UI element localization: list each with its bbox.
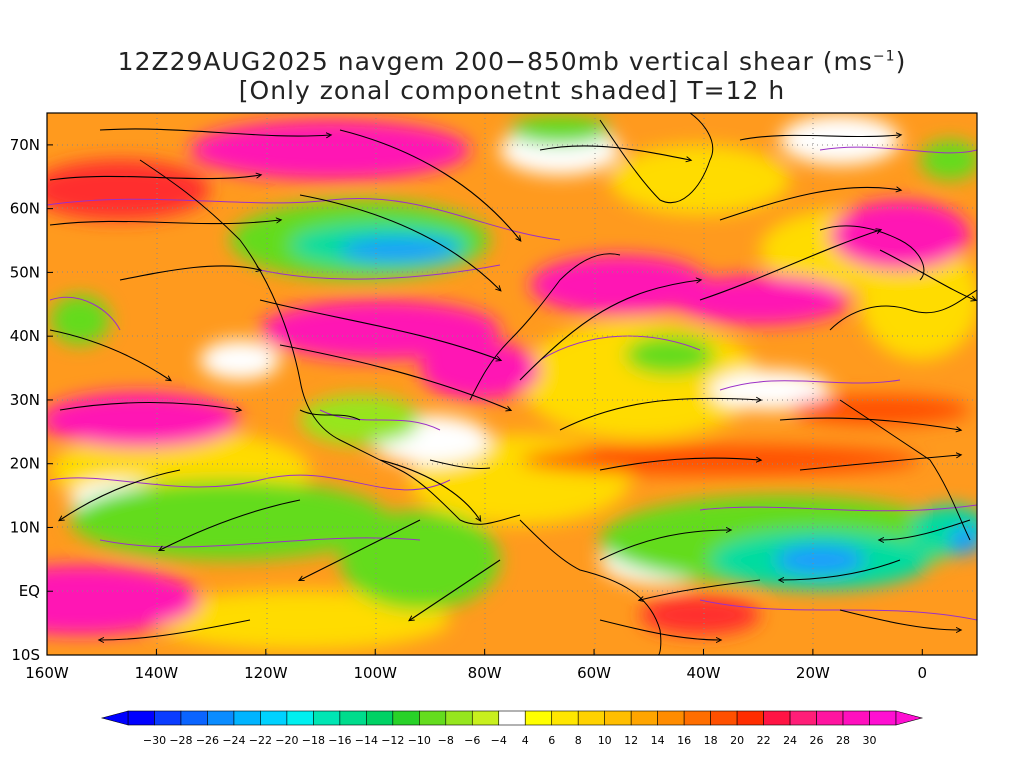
colorbar-label: −6	[464, 734, 480, 747]
lon-label: 160W	[25, 664, 69, 682]
colorbar-label: −22	[249, 734, 272, 747]
colorbar-swatch	[207, 710, 235, 726]
colorbar-label: −10	[408, 734, 431, 747]
colorbar-swatch	[127, 710, 155, 726]
colorbar-label: −28	[169, 734, 192, 747]
colorbar-label: 26	[810, 734, 824, 747]
colorbar-label: 22	[757, 734, 771, 747]
colorbar-label: 14	[651, 734, 665, 747]
colorbar-label: 8	[575, 734, 582, 747]
colorbar-label: −18	[302, 734, 325, 747]
colorbar-swatch	[445, 710, 473, 726]
colorbar: −30 −28 −26 −24 −22 −20 −18 −16 −14 −12 −10 −8 −6 −4 4…	[100, 710, 924, 747]
colorbar-swatch	[577, 710, 605, 726]
colorbar-label: 30	[863, 734, 877, 747]
lat-label: 50N	[10, 263, 40, 281]
colorbar-swatch	[789, 710, 817, 726]
colorbar-swatch	[233, 710, 261, 726]
lat-label: 10N	[10, 518, 40, 536]
colorbar-swatch	[630, 710, 658, 726]
colorbar-label: −14	[355, 734, 378, 747]
colorbar-swatch	[154, 710, 182, 726]
latitude-labels: 70N 60N 50N 40N 30N 20N 10N EQ 10S	[10, 136, 40, 664]
colorbar-label: −4	[491, 734, 507, 747]
plot-frame	[46, 112, 978, 656]
colorbar-swatch	[498, 710, 526, 726]
longitude-labels: 160W 140W 120W 100W 80W 60W 40W 20W 0	[25, 664, 927, 682]
colorbar-label: −8	[438, 734, 454, 747]
colorbar-label: 24	[783, 734, 797, 747]
colorbar-swatch	[524, 710, 553, 726]
colorbar-swatch	[471, 710, 500, 726]
lat-label: 70N	[10, 136, 40, 154]
axis-ticks	[46, 144, 923, 656]
colorbar-swatch	[180, 710, 208, 726]
gridlines	[47, 113, 977, 655]
colorbar-swatch	[419, 710, 447, 726]
lon-label: 100W	[354, 664, 398, 682]
colorbar-label: 4	[522, 734, 529, 747]
colorbar-label: 10	[598, 734, 612, 747]
colorbar-label: 20	[730, 734, 744, 747]
lat-label: 10S	[11, 646, 40, 664]
lat-label: 40N	[10, 327, 40, 345]
colorbar-label: 18	[704, 734, 718, 747]
colorbar-swatch	[392, 710, 420, 726]
colorbar-min-arrow	[100, 710, 129, 726]
colorbar-swatch	[683, 710, 711, 726]
colorbar-swatch	[313, 710, 341, 726]
lon-label: 40W	[687, 664, 721, 682]
zero-contours	[47, 146, 977, 621]
lat-label: 30N	[10, 391, 40, 409]
colorbar-swatch	[657, 710, 685, 726]
colorbar-label: 12	[624, 734, 638, 747]
lon-label: 140W	[135, 664, 179, 682]
lon-label: 60W	[577, 664, 611, 682]
colorbar-swatch	[763, 710, 791, 726]
colorbar-label: 16	[677, 734, 691, 747]
colorbar-swatch	[604, 710, 632, 726]
lat-label: EQ	[19, 582, 40, 600]
colorbar-label: −16	[328, 734, 351, 747]
colorbar-label: −12	[381, 734, 404, 747]
chart-title-line-1: 12Z29AUG2025 navgem 200−850mb vertical s…	[117, 47, 907, 76]
colorbar-swatch	[551, 710, 579, 726]
colorbar-swatch	[842, 710, 870, 726]
lon-label: 120W	[244, 664, 288, 682]
colorbar-swatch	[736, 710, 764, 726]
shaded-field	[47, 113, 977, 655]
lon-label: 80W	[468, 664, 502, 682]
colorbar-label: −26	[196, 734, 219, 747]
streamlines	[49, 128, 975, 640]
lon-label: 0	[918, 664, 928, 682]
colorbar-swatch	[286, 710, 314, 726]
colorbar-swatch	[339, 710, 367, 726]
lat-label: 60N	[10, 200, 40, 218]
lat-label: 20N	[10, 455, 40, 473]
colorbar-max-arrow	[895, 710, 924, 726]
chart-title-line-2: [Only zonal componetnt shaded] T=12 h	[238, 76, 786, 105]
colorbar-swatch	[869, 710, 897, 726]
colorbar-label: −20	[275, 734, 298, 747]
colorbar-swatch	[366, 710, 394, 726]
coastlines	[139, 113, 977, 655]
colorbar-label: −24	[222, 734, 245, 747]
colorbar-label: 6	[548, 734, 555, 747]
colorbar-label: −30	[143, 734, 166, 747]
colorbar-swatch	[710, 710, 738, 726]
lon-label: 20W	[796, 664, 830, 682]
colorbar-label: 28	[836, 734, 850, 747]
colorbar-swatch	[816, 710, 844, 726]
colorbar-swatch	[260, 710, 288, 726]
